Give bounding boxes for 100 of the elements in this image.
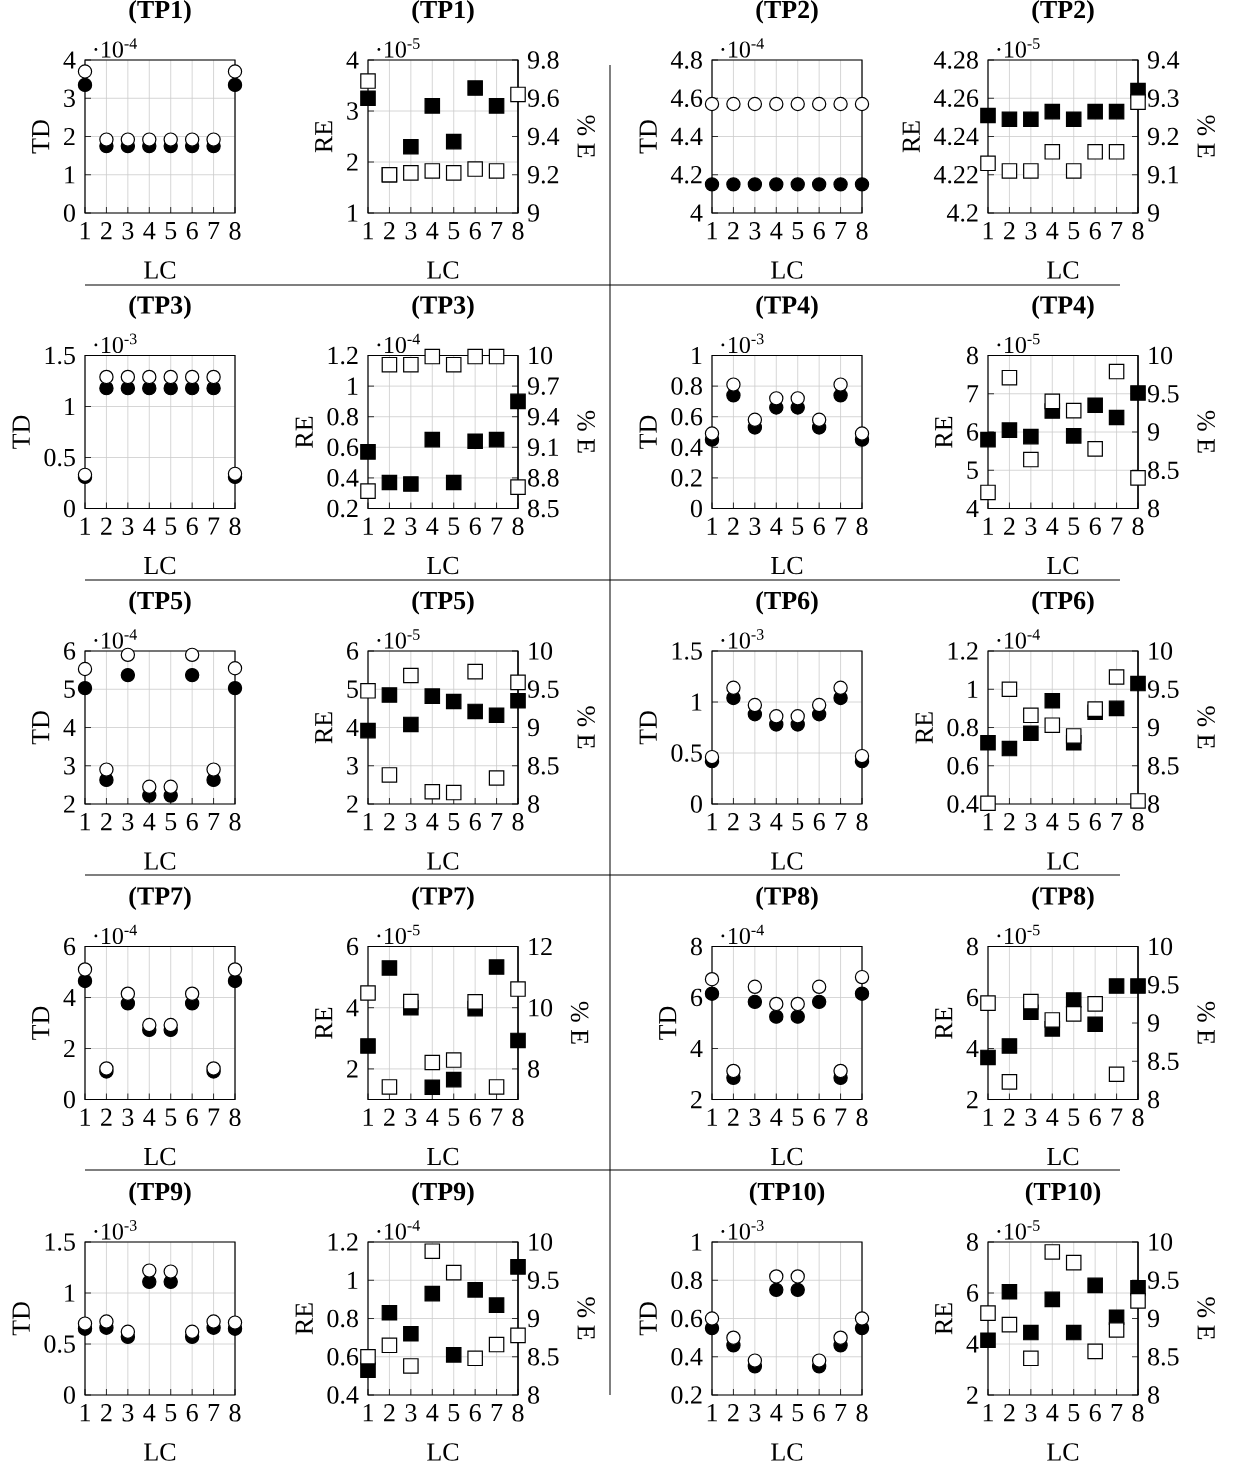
x-tick-label: 3 xyxy=(749,1404,761,1422)
y-tick-label: 1.2 xyxy=(328,346,358,365)
y2-tick-label: 9.5 xyxy=(527,680,559,699)
x-tick-label: 2 xyxy=(384,813,395,831)
y2-tick-label: 9.1 xyxy=(527,438,559,457)
y-tick-label: 4 xyxy=(966,1039,979,1058)
y2-axis-title: % E xyxy=(1197,115,1215,158)
x-tick-label: 6 xyxy=(186,222,198,240)
y-axis-title: TD xyxy=(639,711,657,745)
x-tick-label: 7 xyxy=(491,517,503,535)
x-tick-label: 7 xyxy=(491,222,503,240)
y2-tick-label: 9.5 xyxy=(1147,1271,1179,1290)
x-tick-label: 3 xyxy=(405,813,417,831)
x-tick-label: 1 xyxy=(80,1108,90,1126)
y2-axis-title: % E xyxy=(1197,1001,1215,1044)
y-tick-label: 3 xyxy=(64,89,75,107)
y-tick-label: 4.2 xyxy=(946,204,978,222)
y-tick-label: 2 xyxy=(347,1060,358,1078)
text: ·10$^{-3}$ xyxy=(94,333,137,354)
y-tick-label: 6 xyxy=(347,642,359,660)
y-tick-label: 6 xyxy=(967,988,979,1007)
x-tick-label: 6 xyxy=(1089,1404,1101,1422)
y-tick-label: 6 xyxy=(64,937,76,956)
y2-tick-label: 9.5 xyxy=(1147,384,1179,403)
x-tick-label: 3 xyxy=(122,1404,134,1422)
x-tick-label: 1 xyxy=(983,1108,993,1126)
y-axis-title: TD xyxy=(639,415,657,449)
x-tick-label: 3 xyxy=(749,517,761,536)
x-tick-label: 7 xyxy=(1111,1404,1123,1422)
x-tick-label: 5 xyxy=(165,517,177,535)
y2-tick-label: 9.5 xyxy=(1147,975,1179,994)
y-axis-title: RE xyxy=(295,1303,313,1335)
x-tick-label: 7 xyxy=(1111,222,1123,240)
y-tick-label: 5 xyxy=(64,680,75,698)
y-tick-label: 2 xyxy=(64,1039,75,1058)
x-tick-label: 6 xyxy=(186,1108,198,1127)
x-tick-label: 2 xyxy=(728,1404,739,1422)
y-tick-label: 1 xyxy=(348,1271,358,1289)
y2-tick-label: 8 xyxy=(528,795,540,813)
x-tick-label: 2 xyxy=(384,517,395,535)
x-tick-label: 8 xyxy=(856,813,868,831)
x-tick-label: 1 xyxy=(983,1404,993,1422)
x-tick-label: 1 xyxy=(707,1108,717,1126)
x-tick-label: 1 xyxy=(80,1404,90,1422)
x-tick-label: 7 xyxy=(835,1108,847,1126)
x-tick-label: 8 xyxy=(512,813,524,831)
x-tick-label: 4 xyxy=(426,1404,439,1422)
chart-title: (TP6) xyxy=(756,591,818,615)
x-tick-label: 8 xyxy=(856,1108,868,1127)
x-tick-label: 7 xyxy=(1111,1108,1123,1126)
text: ·10$^{-5}$ xyxy=(377,924,420,945)
x-tick-label: 3 xyxy=(749,813,761,831)
y-tick-label: 1 xyxy=(692,346,702,365)
x-tick-label: 6 xyxy=(469,222,481,240)
x-tick-label: 1 xyxy=(983,222,993,240)
y2-tick-label: 9 xyxy=(1147,423,1159,441)
y-tick-label: 6 xyxy=(347,937,359,956)
y-tick-label: 1.2 xyxy=(328,1233,358,1251)
x-tick-label: 8 xyxy=(229,813,241,831)
x-tick-label: 2 xyxy=(101,1108,112,1126)
y-tick-label: 0.5 xyxy=(671,744,702,762)
y-tick-label: 4.24 xyxy=(933,127,979,146)
y-tick-label: 2 xyxy=(691,1090,702,1109)
y-tick-label: 4.28 xyxy=(933,51,978,69)
y-axis-title: RE xyxy=(935,416,953,448)
y-tick-label: 3 xyxy=(347,757,358,775)
y2-axis-title: % E xyxy=(577,1297,595,1340)
chart-title: (TP4) xyxy=(1032,295,1094,320)
x-tick-label: 6 xyxy=(469,813,481,831)
text: ·10$^{-4}$ xyxy=(94,38,137,58)
chart-title: (TP4) xyxy=(756,295,818,320)
x-tick-label: 2 xyxy=(728,517,739,535)
x-tick-label: 1 xyxy=(80,813,90,831)
text: ·10$^{-4}$ xyxy=(377,1220,420,1240)
y2-tick-label: 10 xyxy=(529,1233,553,1251)
y-tick-label: 1 xyxy=(65,397,75,416)
y2-tick-label: 9 xyxy=(1147,718,1159,737)
x-tick-label: 8 xyxy=(1132,222,1144,240)
chart-title: (TP9) xyxy=(129,1182,191,1206)
x-tick-label: 2 xyxy=(1004,222,1015,240)
y-tick-label: 1.5 xyxy=(672,642,702,660)
x-tick-label: 1 xyxy=(707,222,717,240)
y-axis-title: RE xyxy=(315,712,333,744)
x-axis-title: LC xyxy=(144,261,176,279)
y-tick-label: 4 xyxy=(63,988,76,1007)
x-axis-title: LC xyxy=(427,852,459,870)
x-tick-label: 8 xyxy=(1132,1404,1144,1422)
x-tick-label: 8 xyxy=(229,1108,241,1127)
y-tick-label: 1 xyxy=(65,1284,75,1302)
x-tick-label: 2 xyxy=(384,1108,395,1126)
x-tick-label: 3 xyxy=(1025,813,1037,831)
text: ·10$^{-5}$ xyxy=(997,38,1040,58)
x-tick-label: 6 xyxy=(469,1108,481,1127)
chart-title: (TP2) xyxy=(756,0,818,24)
text: ·10$^{-4}$ xyxy=(721,924,764,945)
y2-axis-title: % E xyxy=(570,1001,589,1044)
x-tick-label: 7 xyxy=(208,1404,220,1422)
x-tick-label: 1 xyxy=(707,813,717,831)
text: ·10$^{-4}$ xyxy=(94,924,137,945)
x-tick-label: 8 xyxy=(1132,517,1144,536)
